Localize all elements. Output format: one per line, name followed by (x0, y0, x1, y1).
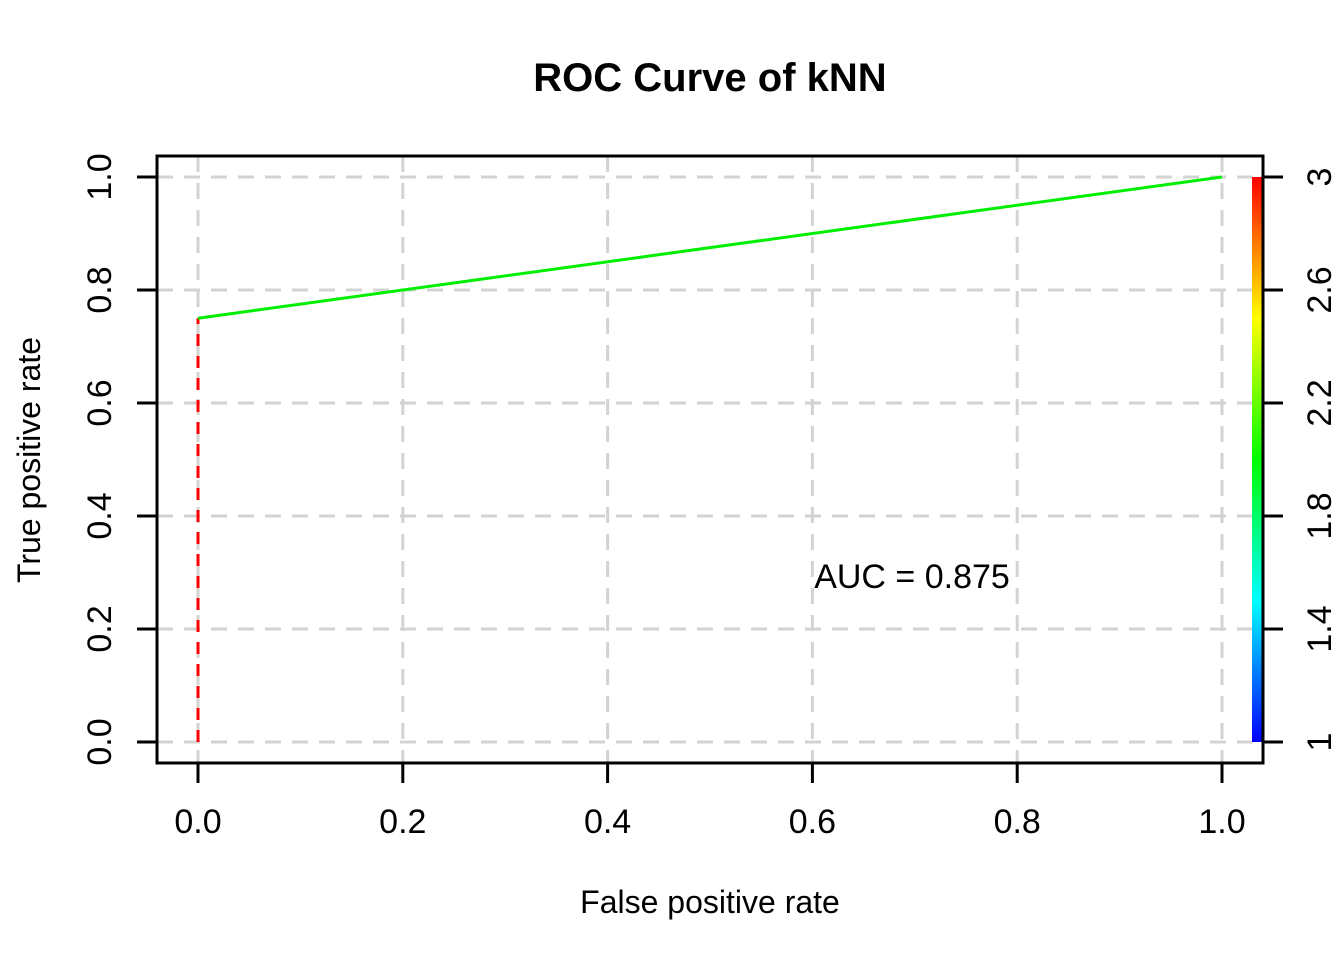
colorbar-tick-label: 2.2 (1301, 379, 1339, 426)
colorbar-tick-label: 1.8 (1301, 492, 1339, 539)
x-tick-label: 0.0 (174, 803, 221, 841)
y-tick-label: 0.8 (81, 266, 119, 313)
auc-annotation: AUC = 0.875 (814, 558, 1010, 596)
x-tick-label: 0.4 (584, 803, 631, 841)
x-axis-label: False positive rate (580, 884, 840, 920)
x-tick-label: 0.2 (379, 803, 426, 841)
x-tick-label: 0.6 (789, 803, 836, 841)
x-tick-label: 0.8 (994, 803, 1041, 841)
y-tick-label: 0.4 (81, 492, 119, 539)
colorbar-tick-label: 2.6 (1301, 266, 1339, 313)
colorbar-strip (1252, 177, 1262, 742)
chart-title: ROC Curve of kNN (533, 56, 887, 100)
y-tick-label: 0.0 (81, 718, 119, 765)
y-tick-label: 0.6 (81, 379, 119, 426)
x-tick-label: 1.0 (1198, 803, 1245, 841)
y-tick-label: 0.2 (81, 605, 119, 652)
plot-box (155, 154, 1265, 765)
colorbar-tick-label: 3 (1301, 168, 1339, 187)
roc-curve-line (197, 175, 1223, 320)
colorbar-tick-label: 1.4 (1301, 605, 1339, 652)
y-axis-label: True positive rate (11, 336, 47, 584)
colorbar-tick-label: 1 (1301, 733, 1339, 752)
y-tick-label: 1.0 (81, 153, 119, 200)
